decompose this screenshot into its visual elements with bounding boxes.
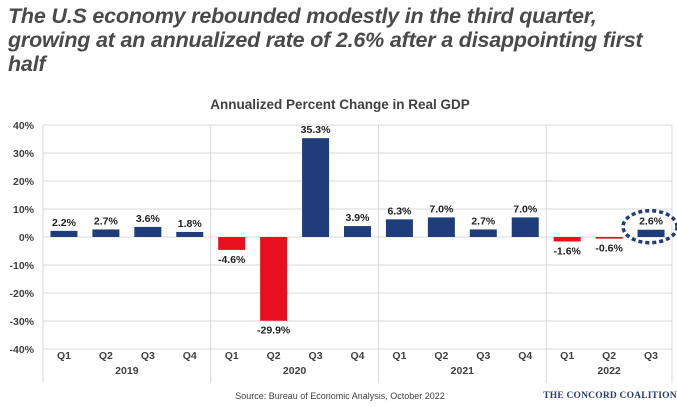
x-tick-label: Q1 — [57, 350, 71, 362]
bar-q3 — [134, 226, 162, 237]
y-tick-label: 10% — [13, 204, 35, 216]
x-group-label: 2019 — [115, 365, 139, 377]
axis-layer: 40% 30% 20% 10% 0% -10% -20% -30% -40% Q1 Q2 Q3 Q4 Q1… — [9, 120, 658, 377]
bar-q4 — [511, 217, 539, 237]
bar-q1 — [218, 237, 246, 250]
source-note: Source: Bureau of Economic Analysis, Oct… — [235, 391, 445, 401]
bar-q4 — [344, 226, 371, 237]
data-label: 35.3% — [301, 124, 331, 136]
x-tick-label: Q2 — [99, 350, 113, 362]
data-label: -4.6% — [218, 254, 246, 266]
x-tick-label: Q1 — [225, 350, 239, 362]
y-tick-label: 0% — [19, 232, 35, 244]
data-label: 7.0% — [513, 203, 538, 215]
data-label: 2.2% — [52, 217, 77, 229]
data-label: 7.0% — [429, 203, 454, 215]
data-label: 1.8% — [178, 218, 203, 230]
bars-layer — [50, 138, 665, 321]
y-tick-label: 20% — [13, 176, 35, 188]
bar-q1 — [50, 230, 78, 237]
data-label: 2.7% — [471, 215, 496, 227]
bar-q3 — [637, 229, 665, 237]
data-label: 2.7% — [94, 215, 119, 227]
chart-title: Annualized Percent Change in Real GDP — [210, 97, 470, 112]
x-tick-label: Q3 — [644, 350, 658, 362]
page-headline: The U.S economy rebounded modestly in th… — [8, 4, 643, 76]
y-tick-label: -20% — [9, 288, 34, 300]
y-tick-label: -10% — [9, 260, 34, 272]
x-tick-label: Q3 — [309, 350, 323, 362]
bar-q4 — [176, 231, 204, 237]
bar-q2 — [260, 237, 288, 321]
data-label: -1.6% — [553, 245, 581, 257]
y-tick-label: 40% — [13, 120, 35, 132]
x-tick-label: Q3 — [476, 350, 490, 362]
data-label: -0.6% — [595, 243, 623, 255]
bar-q2 — [92, 229, 120, 237]
bar-q1 — [553, 237, 581, 242]
bar-q1 — [385, 219, 413, 237]
data-label: 3.6% — [136, 213, 161, 225]
y-tick-label: -40% — [9, 344, 34, 356]
bar-q3 — [302, 138, 330, 237]
data-label: 6.3% — [387, 205, 412, 217]
brand-logo-text: THE CONCORD COALITION — [543, 391, 677, 401]
x-tick-label: Q4 — [183, 350, 197, 362]
data-label: 3.9% — [346, 212, 371, 224]
x-tick-label: Q2 — [602, 350, 616, 362]
x-tick-label: Q3 — [141, 350, 155, 362]
y-tick-label: 30% — [13, 148, 35, 160]
x-tick-label: Q2 — [267, 350, 281, 362]
x-tick-label: Q1 — [560, 350, 574, 362]
bar-q2 — [427, 217, 455, 237]
x-group-label: 2020 — [283, 365, 307, 377]
x-group-label: 2021 — [451, 365, 475, 377]
x-tick-label: Q1 — [392, 350, 406, 362]
y-tick-label: -30% — [9, 316, 34, 328]
data-labels-layer: 2.2% 2.7% 3.6% 1.8% -4.6% -29.9% 35.3% 3.9% 6.3%… — [52, 124, 677, 337]
x-tick-label: Q2 — [434, 350, 448, 362]
x-tick-label: Q4 — [350, 350, 364, 362]
bar-q2 — [595, 237, 623, 239]
x-group-label: 2022 — [597, 365, 621, 377]
data-label: -29.9% — [257, 325, 291, 337]
x-tick-label: Q4 — [518, 350, 532, 362]
data-label: 2.6% — [639, 216, 664, 228]
bar-q3 — [469, 229, 497, 237]
